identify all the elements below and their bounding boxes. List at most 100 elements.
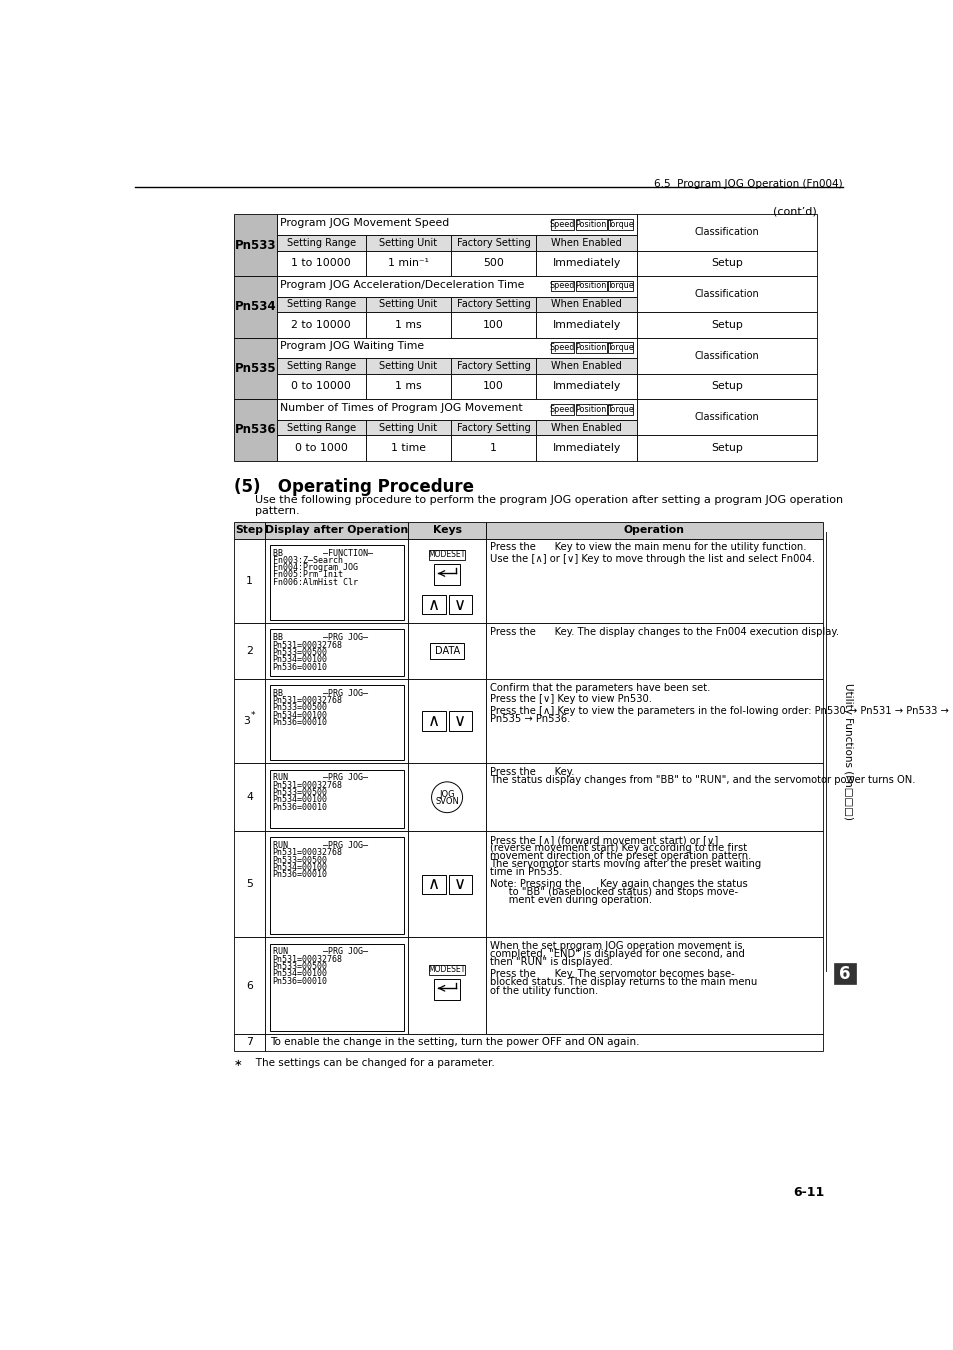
Text: Setup: Setup (710, 320, 742, 329)
Bar (365, 235, 451, 251)
Text: Torque: Torque (607, 281, 634, 290)
Bar (276, 275, 637, 297)
Bar (434, 564, 459, 586)
Bar (637, 435, 816, 460)
Text: Press the      Key. The display changes to the Fn004 execution display.: Press the Key. The display changes to th… (490, 628, 839, 637)
Text: Setup: Setup (710, 382, 742, 391)
Text: ∧: ∧ (427, 875, 439, 894)
Text: Pn536=00010: Pn536=00010 (273, 976, 328, 986)
Text: MODESET: MODESET (428, 551, 465, 559)
Bar (608, 342, 633, 352)
Bar (233, 400, 276, 460)
Bar (276, 338, 637, 358)
Text: 2: 2 (246, 645, 253, 656)
Bar (637, 338, 816, 374)
Text: Setting Range: Setting Range (286, 423, 355, 432)
Text: Pn531=00032768: Pn531=00032768 (273, 848, 342, 857)
Text: 1 ms: 1 ms (395, 320, 421, 329)
Bar (265, 1034, 822, 1050)
Bar (608, 281, 633, 292)
Text: Press the [∧] Key to view the parameters in the fol-lowing order: Pn530 → Pn531 : Press the [∧] Key to view the parameters… (490, 706, 953, 717)
Text: ∧: ∧ (427, 711, 439, 730)
Text: Setup: Setup (710, 443, 742, 454)
Bar (265, 937, 408, 1034)
Text: ∨: ∨ (454, 595, 466, 614)
Text: 1 to 10000: 1 to 10000 (291, 258, 351, 269)
Text: Setting Range: Setting Range (286, 360, 355, 371)
Text: Pn531=00032768: Pn531=00032768 (273, 640, 342, 649)
Text: Pn536=00010: Pn536=00010 (273, 718, 328, 726)
Bar (276, 358, 365, 374)
Text: 1 time: 1 time (391, 443, 425, 454)
Text: Fn006:AlmHist Clr: Fn006:AlmHist Clr (273, 578, 357, 587)
Text: BB        –FUNCTION–: BB –FUNCTION– (273, 548, 373, 558)
Text: When Enabled: When Enabled (551, 300, 621, 309)
Text: Program JOG Waiting Time: Program JOG Waiting Time (280, 342, 424, 351)
Text: Speed: Speed (549, 343, 575, 352)
Text: 0 to 10000: 0 to 10000 (291, 382, 351, 391)
Text: Program JOG Acceleration/Deceleration Time: Program JOG Acceleration/Deceleration Ti… (280, 279, 524, 290)
Text: Factory Setting: Factory Setting (456, 300, 530, 309)
Text: 6: 6 (838, 965, 849, 983)
Text: Confirm that the parameters have been set.: Confirm that the parameters have been se… (490, 683, 710, 693)
Bar (637, 275, 816, 312)
Bar (608, 219, 633, 230)
Text: Pn534=00100: Pn534=00100 (273, 710, 328, 720)
Bar (365, 358, 451, 374)
Text: 6-11: 6-11 (792, 1187, 823, 1199)
Text: Immediately: Immediately (552, 382, 620, 391)
Text: (5)   Operating Procedure: (5) Operating Procedure (233, 478, 474, 495)
Text: Setting Range: Setting Range (286, 300, 355, 309)
Bar (270, 944, 403, 1030)
Bar (265, 539, 408, 624)
Bar (270, 769, 403, 828)
Bar (265, 679, 408, 763)
Bar (485, 832, 822, 937)
Bar (637, 374, 816, 400)
Bar (408, 763, 485, 832)
Bar (276, 215, 637, 235)
Text: Press the      Key.: Press the Key. (490, 767, 575, 778)
Bar (408, 937, 485, 1034)
Bar (365, 297, 451, 312)
Text: 1: 1 (490, 443, 497, 454)
Bar (276, 420, 365, 435)
Bar (637, 400, 816, 435)
Text: (reverse movement start) Key according to the first: (reverse movement start) Key according t… (490, 842, 747, 853)
Text: Classification: Classification (694, 351, 759, 360)
Text: Factory Setting: Factory Setting (456, 423, 530, 432)
Text: Operation: Operation (623, 525, 684, 535)
Bar (233, 275, 276, 338)
Text: 1 min⁻¹: 1 min⁻¹ (388, 258, 428, 269)
Text: Pn533: Pn533 (234, 239, 275, 251)
Text: Press the      Key. The servomotor becomes base-: Press the Key. The servomotor becomes ba… (490, 969, 735, 979)
Bar (550, 219, 574, 230)
Text: Program JOG Movement Speed: Program JOG Movement Speed (280, 219, 449, 228)
Bar (408, 624, 485, 679)
Bar (575, 404, 606, 414)
Text: 6: 6 (246, 980, 253, 991)
Bar (485, 937, 822, 1034)
Text: ∧: ∧ (427, 595, 439, 614)
Text: Display after Operation: Display after Operation (265, 525, 408, 535)
Bar (536, 374, 637, 400)
Circle shape (431, 782, 462, 813)
Text: Pn536: Pn536 (234, 424, 275, 436)
Text: (cont’d): (cont’d) (772, 207, 816, 216)
Bar (408, 539, 485, 624)
Bar (265, 521, 408, 539)
Text: Immediately: Immediately (552, 320, 620, 329)
Text: Immediately: Immediately (552, 258, 620, 269)
Bar (430, 643, 464, 659)
Text: ∨: ∨ (454, 875, 466, 894)
Bar (485, 539, 822, 624)
Text: Pn531=00032768: Pn531=00032768 (273, 697, 342, 705)
Text: Press the [∧] (forward movement start) or [∨]: Press the [∧] (forward movement start) o… (490, 836, 718, 845)
Bar (550, 404, 574, 414)
Text: Speed: Speed (549, 281, 575, 290)
Text: Pn535: Pn535 (234, 362, 275, 375)
Text: *: * (251, 711, 255, 720)
Bar (276, 235, 365, 251)
Bar (550, 342, 574, 352)
Text: movement direction of the preset operation pattern.: movement direction of the preset operati… (490, 850, 751, 861)
